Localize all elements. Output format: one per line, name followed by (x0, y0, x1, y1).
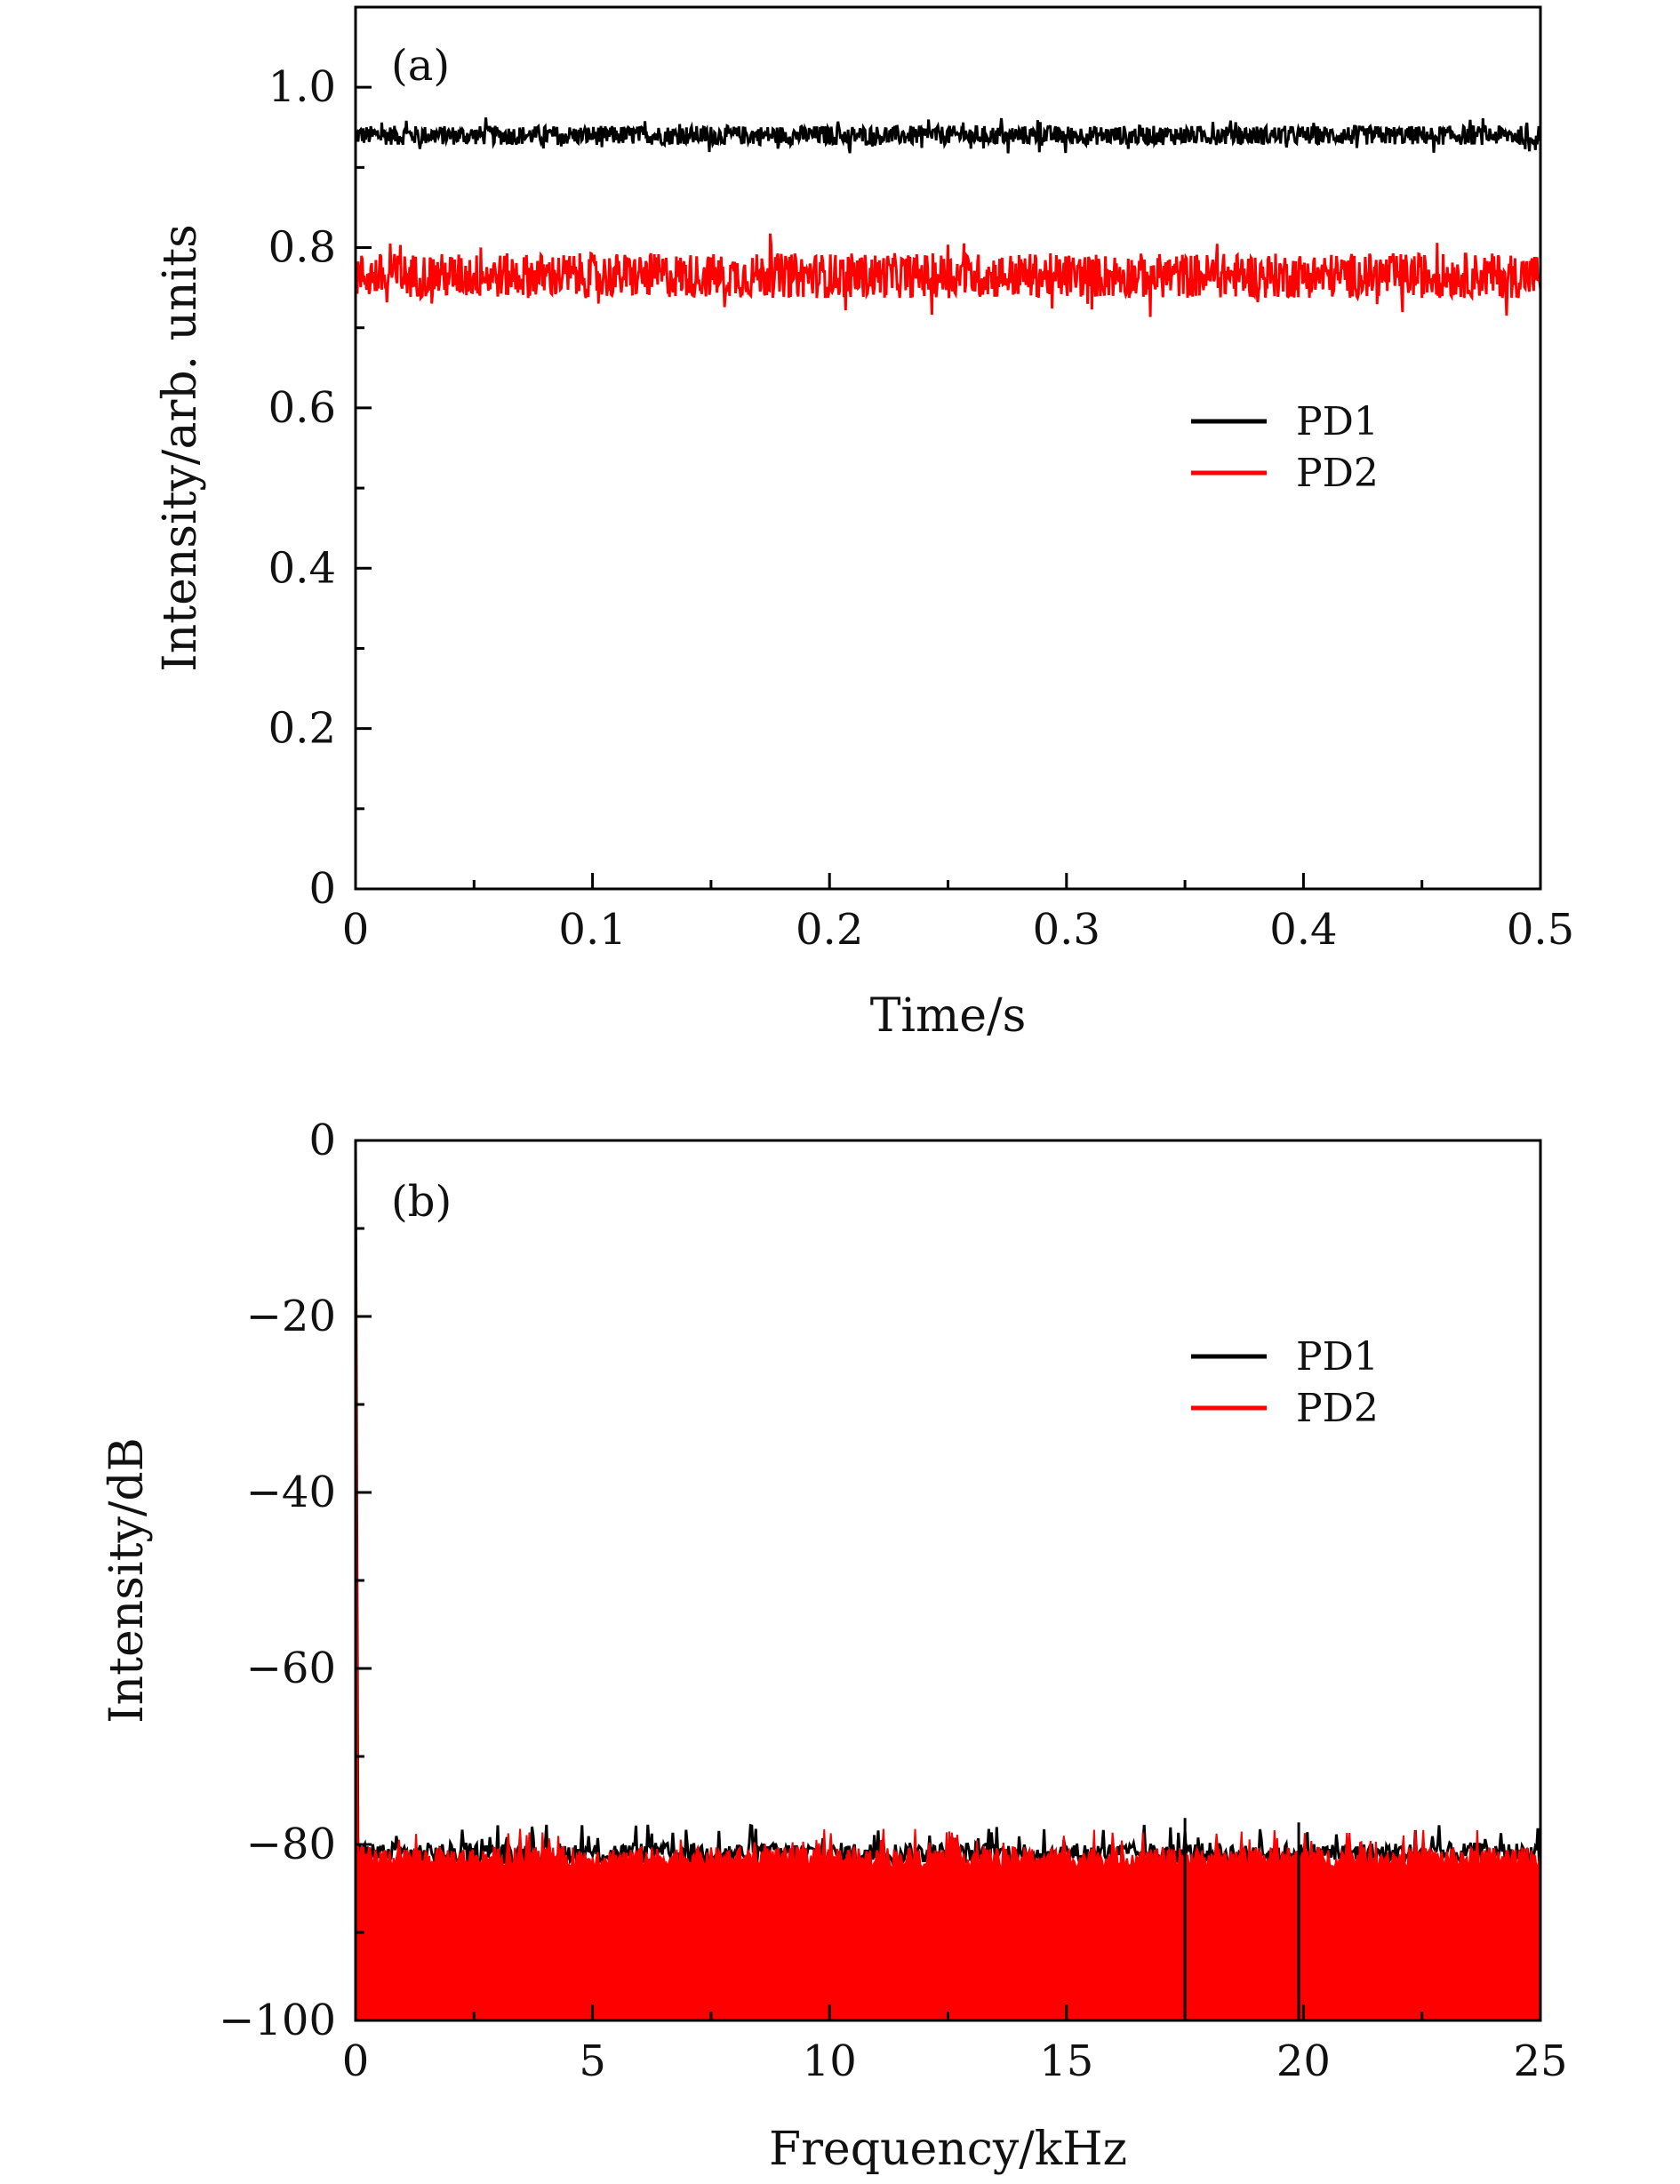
x-tick-label: 15 (1039, 2036, 1093, 2086)
series-pd2-area (356, 1140, 1540, 2020)
y-tick-label: −80 (246, 1820, 336, 1869)
series-pd2-line (356, 233, 1540, 317)
y-tick-label: 1.0 (268, 62, 336, 112)
x-tick-label: 10 (803, 2036, 857, 2086)
y-tick-label: 0 (308, 864, 336, 914)
series-pd1-line (356, 117, 1540, 154)
y-tick-label: −40 (246, 1468, 336, 1517)
x-tick-label: 0.2 (796, 905, 863, 955)
x-tick-label: 5 (579, 2036, 606, 2086)
y-tick-label: 0.8 (268, 223, 336, 273)
x-tick-label: 0 (342, 2036, 370, 2086)
panel-b: 0 5 10 15 20 25 −100 −80 −60 −40 −20 0 Frequency/kHz… (100, 1116, 1568, 2176)
y-axis-label: Intensity/dB (100, 1437, 154, 1724)
legend-label-pd1: PD1 (1296, 1334, 1379, 1380)
x-tick-label: 0.5 (1507, 905, 1574, 955)
panel-label: (a) (391, 41, 450, 91)
x-tick-label: 20 (1276, 2036, 1331, 2086)
x-tick-label: 25 (1513, 2036, 1567, 2086)
x-axis-label: Frequency/kHz (769, 2123, 1127, 2176)
legend-label-pd2: PD2 (1296, 1386, 1379, 1431)
y-axis-label: Intensity/arb. units (154, 224, 207, 672)
y-tick-label: −20 (246, 1292, 336, 1341)
y-tick-label: 0.6 (268, 383, 336, 433)
y-tick-label: 0 (308, 1116, 336, 1165)
legend-label-pd2: PD2 (1296, 451, 1379, 496)
plot-area (356, 1140, 1540, 2020)
y-tick-label: −60 (246, 1644, 336, 1693)
y-tick-label: 0.2 (268, 704, 336, 754)
x-tick-label: 0.4 (1269, 905, 1337, 955)
panel-label: (b) (391, 1177, 452, 1227)
y-tick-label: 0.4 (268, 543, 336, 593)
plot-area (356, 117, 1540, 317)
x-axis-label: Time/s (870, 989, 1027, 1043)
x-tick-label: 0.1 (558, 905, 626, 955)
x-tick-label: 0.3 (1033, 905, 1100, 955)
y-tick-label: −100 (219, 1996, 336, 2045)
legend-label-pd1: PD1 (1296, 399, 1379, 444)
x-tick-label: 0 (342, 905, 370, 955)
panel-a: 0 0.1 0.2 0.3 0.4 0.5 0 0.2 0.4 0.6 0.8 1.0 Time/s In… (154, 5, 1574, 1043)
